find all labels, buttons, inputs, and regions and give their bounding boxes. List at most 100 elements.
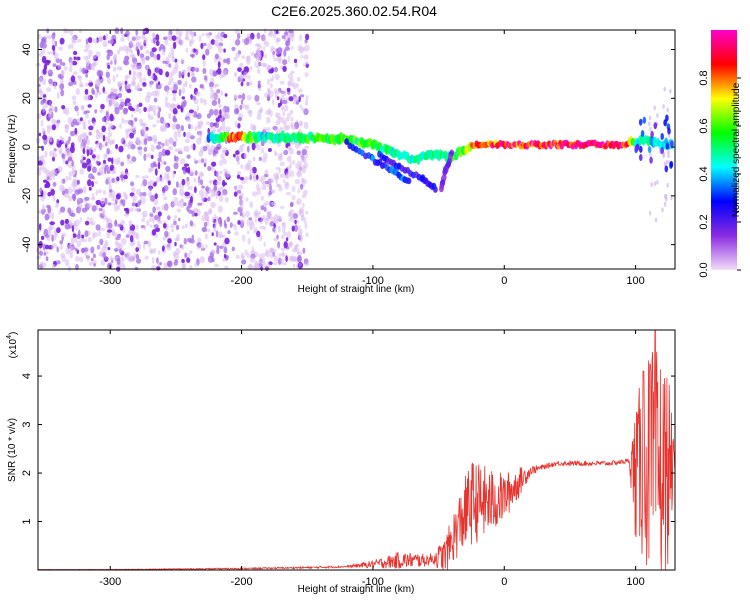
- noise-blob: [112, 66, 117, 72]
- ridge-spray: [665, 142, 670, 150]
- noise-blob: [252, 156, 256, 162]
- noise-blob: [302, 148, 307, 156]
- noise-blob: [243, 38, 249, 46]
- noise-blob: [156, 53, 161, 61]
- noise-blob: [88, 146, 93, 151]
- noise-blob: [261, 62, 267, 68]
- noise-blob: [147, 68, 152, 77]
- noise-blob: [304, 261, 310, 267]
- noise-blob: [87, 236, 92, 243]
- noise-blob: [179, 199, 184, 204]
- noise-blob: [207, 196, 211, 202]
- noise-blob: [154, 227, 161, 233]
- noise-blob: [103, 159, 106, 165]
- noise-blob: [180, 192, 185, 197]
- noise-blob: [246, 219, 251, 227]
- noise-blob: [171, 228, 175, 233]
- noise-blob: [111, 177, 116, 183]
- noise-blob: [200, 158, 205, 164]
- noise-blob: [80, 159, 84, 165]
- noise-blob: [301, 194, 307, 199]
- noise-blob: [83, 123, 86, 130]
- noise-blob: [187, 186, 191, 190]
- noise-blob: [263, 226, 266, 231]
- noise-blob: [275, 120, 280, 126]
- noise-blob: [302, 189, 308, 196]
- noise-blob: [271, 74, 274, 82]
- noise-blob: [218, 104, 222, 108]
- noise-blob: [281, 261, 288, 266]
- noise-blob: [69, 65, 73, 73]
- noise-blob: [295, 243, 300, 248]
- spectrogram-y-axis-label: Frequency (Hz): [7, 115, 18, 184]
- noise-blob: [291, 124, 296, 131]
- noise-blob: [72, 194, 76, 202]
- noise-blob: [163, 185, 169, 192]
- noise-blob: [294, 141, 300, 149]
- noise-blob: [269, 248, 274, 254]
- noise-blob: [172, 141, 177, 147]
- noise-blob: [181, 178, 186, 186]
- noise-blob: [235, 52, 240, 58]
- noise-blob: [208, 207, 213, 215]
- noise-blob: [171, 35, 177, 41]
- noise-blob: [200, 42, 204, 50]
- noise-blob: [51, 38, 56, 45]
- noise-blob: [87, 179, 92, 187]
- noise-blob: [47, 51, 53, 55]
- noise-blob: [181, 244, 185, 250]
- noise-blob: [274, 176, 280, 181]
- noise-blob: [234, 95, 240, 100]
- noise-blob: [289, 216, 295, 222]
- noise-blob: [196, 137, 202, 145]
- noise-blob: [288, 30, 294, 34]
- noise-blob: [111, 170, 115, 175]
- noise-blob: [71, 60, 78, 66]
- noise-blob: [224, 237, 230, 245]
- noise-blob: [210, 201, 216, 209]
- noise-blob: [142, 82, 147, 87]
- noise-blob: [131, 231, 137, 235]
- noise-blob: [240, 176, 244, 181]
- noise-blob: [304, 221, 308, 230]
- noise-blob: [171, 55, 176, 63]
- noise-blob: [74, 237, 78, 243]
- noise-blob: [188, 109, 194, 114]
- noise-blob: [250, 250, 256, 255]
- noise-blob: [91, 67, 95, 71]
- noise-blob: [84, 88, 89, 95]
- noise-blob: [282, 179, 286, 184]
- spectrogram-ridge: [206, 114, 675, 193]
- noise-blob: [245, 197, 249, 202]
- noise-blob: [153, 54, 157, 59]
- noise-blob: [290, 116, 294, 122]
- y-tick-label: 3: [21, 421, 33, 427]
- noise-blob: [666, 107, 669, 113]
- noise-blob: [287, 243, 292, 247]
- ridge-spray: [653, 122, 658, 130]
- noise-blob: [279, 205, 285, 210]
- noise-blob: [220, 153, 225, 160]
- noise-blob: [81, 67, 87, 75]
- noise-blob: [54, 52, 59, 60]
- noise-blob: [164, 149, 171, 156]
- noise-blob: [269, 109, 273, 118]
- noise-blob: [36, 255, 42, 260]
- noise-blob: [654, 217, 658, 223]
- noise-blob: [164, 230, 169, 238]
- noise-blob: [273, 66, 278, 73]
- x-tick-label: -200: [231, 576, 253, 588]
- noise-blob: [216, 248, 220, 255]
- noise-blob: [213, 71, 219, 76]
- noise-blob: [99, 238, 104, 246]
- noise-blob: [274, 149, 277, 157]
- noise-blob: [60, 70, 65, 77]
- noise-blob: [74, 247, 78, 252]
- noise-blob: [118, 88, 124, 93]
- noise-blob: [302, 202, 305, 209]
- noise-blob: [189, 185, 193, 191]
- noise-blob: [143, 133, 149, 138]
- noise-blob: [93, 263, 96, 267]
- noise-blob: [186, 131, 192, 139]
- noise-blob: [119, 123, 122, 129]
